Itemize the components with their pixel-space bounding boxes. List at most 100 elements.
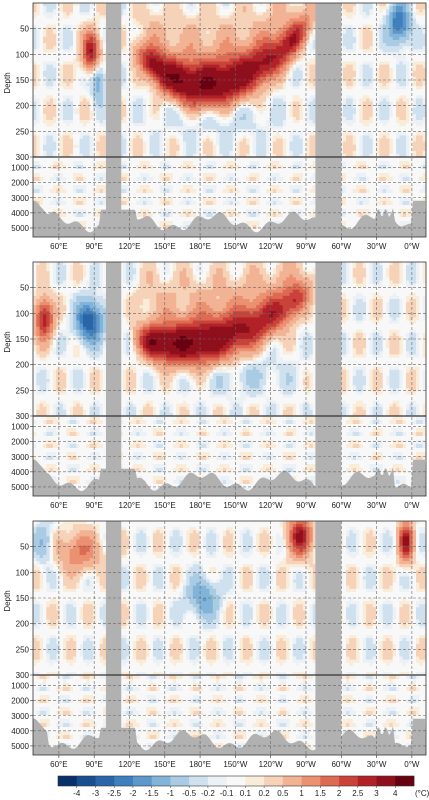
- colorbar-swatch: [245, 776, 265, 786]
- y-tick-label: 5000: [11, 224, 29, 233]
- x-tick-label: 30°W: [367, 760, 387, 769]
- y-axis-title: Depth: [3, 331, 12, 352]
- x-tick-label: 90°E: [85, 501, 102, 510]
- colorbar-tick-label: 1.5: [315, 789, 327, 798]
- y-tick-label: 100: [16, 568, 30, 577]
- y-tick-label: 100: [16, 309, 30, 318]
- seafloor-middle: [33, 459, 426, 496]
- y-axis-title: Depth: [3, 590, 12, 611]
- y-tick-label: 4000: [11, 727, 29, 736]
- colorbar-swatch: [301, 776, 321, 786]
- y-tick-label: 3000: [11, 453, 29, 462]
- colorbar-swatch: [282, 776, 302, 786]
- colorbar-tick-label: -4: [73, 789, 81, 798]
- colorbar-tick-label: -3: [92, 789, 100, 798]
- colorbar-tick-label: 3: [374, 789, 379, 798]
- x-tick-label: 90°W: [296, 242, 316, 251]
- y-tick-label: 150: [16, 76, 30, 85]
- x-tick-label: 60°W: [331, 501, 351, 510]
- land-band-top-0: [105, 3, 122, 237]
- colorbar-swatch: [95, 776, 115, 786]
- y-tick-label: 200: [16, 361, 30, 370]
- colorbar-tick-label: 2: [337, 789, 342, 798]
- x-tick-label: 30°W: [367, 501, 387, 510]
- y-tick-label: 150: [16, 594, 30, 603]
- colorbar-swatch: [357, 776, 377, 786]
- colorbar-tick-label: 0.5: [277, 789, 289, 798]
- x-tick-label: 120°E: [119, 501, 141, 510]
- x-tick-label: 60°E: [50, 242, 67, 251]
- x-tick-label: 90°W: [296, 501, 316, 510]
- colorbar-unit-label: (°C): [415, 789, 429, 798]
- colorbar-tick-label: -0.5: [182, 789, 196, 798]
- x-tick-label: 120°W: [259, 760, 284, 769]
- anomaly-field-bottom: [33, 521, 426, 755]
- x-tick-label: 150°E: [154, 760, 176, 769]
- y-tick-label: 200: [16, 102, 30, 111]
- y-tick-label: 1000: [11, 423, 29, 432]
- y-tick-label: 300: [16, 671, 30, 680]
- colorbar-swatch: [226, 776, 246, 786]
- x-tick-label: 0°W: [404, 501, 420, 510]
- colorbar-swatch: [76, 776, 96, 786]
- x-tick-label: 150°W: [223, 760, 248, 769]
- y-tick-label: 3000: [11, 712, 29, 721]
- colorbar-swatch: [376, 776, 396, 786]
- colorbar-swatch: [170, 776, 190, 786]
- x-tick-label: 120°W: [259, 501, 284, 510]
- y-tick-label: 4000: [11, 209, 29, 218]
- land-band-bottom-0: [105, 521, 122, 755]
- y-tick-label: 3000: [11, 194, 29, 203]
- colorbar-swatch: [395, 776, 415, 786]
- colorbar-tick-label: -0.1: [220, 789, 234, 798]
- colorbar-swatch: [58, 776, 78, 786]
- y-tick-label: 200: [16, 620, 30, 629]
- land-band-bottom-1: [315, 521, 342, 755]
- y-tick-label: 5000: [11, 742, 29, 751]
- land-band-middle-0: [105, 262, 122, 496]
- colorbar-frame: [57, 775, 415, 787]
- y-tick-label: 2000: [11, 697, 29, 706]
- seafloor-top: [33, 200, 426, 237]
- x-tick-label: 60°W: [331, 760, 351, 769]
- x-tick-label: 0°W: [404, 242, 420, 251]
- x-tick-label: 90°W: [296, 760, 316, 769]
- panel-frame: [32, 261, 427, 497]
- y-tick-label: 2000: [11, 179, 29, 188]
- x-tick-label: 0°W: [404, 760, 420, 769]
- x-tick-label: 150°E: [154, 242, 176, 251]
- y-tick-label: 5000: [11, 483, 29, 492]
- y-tick-label: 1000: [11, 164, 29, 173]
- colorbar-tick-label: -1.5: [145, 789, 159, 798]
- y-tick-label: 300: [16, 153, 30, 162]
- colorbar: -4 -3 -2.5 -2 -1.5 -1 -0.5 -0.2 -0.1 0.1 0.2 0.5 1 1.…: [57, 775, 429, 798]
- panel-frame: [32, 520, 427, 756]
- y-tick-label: 250: [16, 645, 30, 654]
- x-tick-label: 90°E: [85, 242, 102, 251]
- colorbar-swatch: [114, 776, 134, 786]
- x-tick-label: 60°E: [50, 501, 67, 510]
- colorbar-swatch: [339, 776, 359, 786]
- colorbar-tick-label: -0.2: [201, 789, 215, 798]
- x-tick-label: 90°E: [85, 760, 102, 769]
- x-tick-label: 120°W: [259, 242, 284, 251]
- colorbar-swatch: [207, 776, 227, 786]
- y-tick-label: 4000: [11, 468, 29, 477]
- y-tick-label: 100: [16, 50, 30, 59]
- colorbar-tick-label: -2: [129, 789, 137, 798]
- colorbar-tick-label: 0.2: [259, 789, 271, 798]
- land-band-middle-1: [315, 262, 342, 496]
- colorbar-tick-label: 2.5: [352, 789, 364, 798]
- anomaly-field-middle: [33, 262, 426, 496]
- y-tick-label: 250: [16, 386, 30, 395]
- x-tick-label: 180°E: [189, 760, 211, 769]
- x-tick-label: 120°E: [119, 242, 141, 251]
- panel-bottom: 50 100 150 200 250 300 1000 2000 3000 4000 5000 Dep…: [3, 520, 427, 769]
- x-tick-label: 30°W: [367, 242, 387, 251]
- panel-middle: 50 100 150 200 250 300 1000 2000 3000 4000 5000 Dep…: [3, 261, 427, 510]
- x-tick-label: 60°W: [331, 242, 351, 251]
- seafloor-bottom: [33, 718, 426, 755]
- x-tick-label: 150°W: [223, 501, 248, 510]
- x-tick-label: 60°E: [50, 760, 67, 769]
